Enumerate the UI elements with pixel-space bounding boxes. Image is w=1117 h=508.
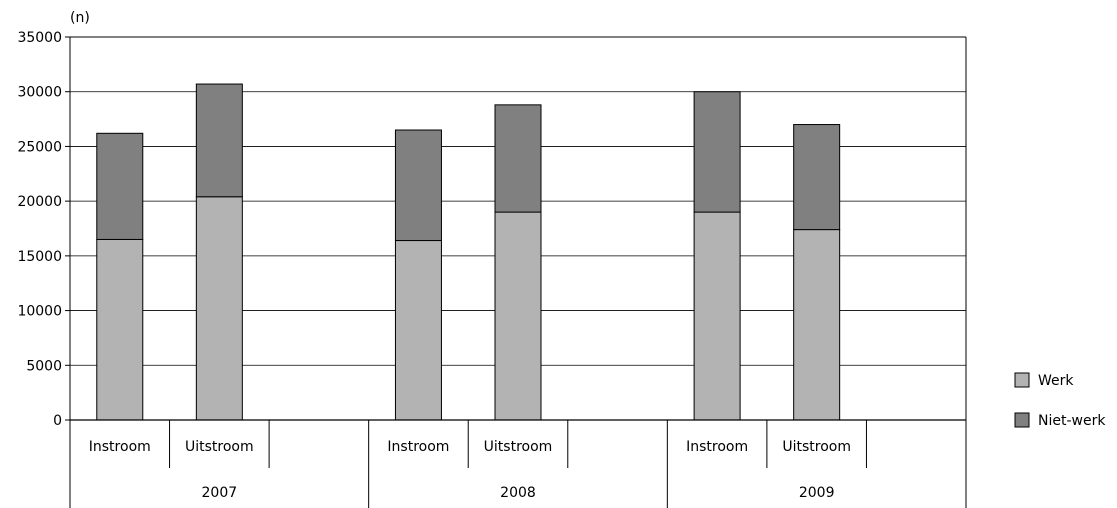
bar-werk [96, 238, 144, 421]
y-unit-label: (n) [70, 10, 90, 26]
bar-niet-werk [494, 104, 542, 213]
x-category-label: Instroom [89, 439, 151, 455]
bar-werk [494, 211, 542, 421]
bar-niet-werk [693, 91, 741, 213]
x-category-label: Instroom [387, 439, 449, 455]
y-tick-label: 0 [53, 413, 62, 429]
y-tick-label: 5000 [26, 358, 62, 374]
x-group-label: 2009 [799, 485, 835, 501]
bar-niet-werk [96, 132, 144, 240]
x-axis-table: Instroom Uitstroom Instroom Uitstroom Instro… [89, 420, 967, 508]
plot-frame [69, 36, 967, 508]
legend-label-werk: Werk [1038, 373, 1074, 389]
x-category-label: Instroom [686, 439, 748, 455]
y-tick-label: 25000 [17, 139, 62, 155]
bar-niet-werk [793, 124, 841, 231]
y-axis-ticks: 0 5000 10000 15000 20000 25000 30000 35000 [17, 30, 70, 429]
legend-swatch-werk [1014, 372, 1030, 388]
x-category-label: Uitstroom [185, 439, 254, 455]
legend-label-niet-werk: Niet-werk [1038, 413, 1106, 429]
y-tick-label: 15000 [17, 249, 62, 265]
y-tick-label: 10000 [17, 304, 62, 320]
legend-swatch-niet-werk [1014, 412, 1030, 428]
bar-werk [195, 196, 243, 421]
bar-niet-werk [195, 83, 243, 198]
x-group-label: 2007 [202, 485, 238, 501]
y-tick-label: 35000 [17, 30, 62, 46]
legend: Werk Niet-werk [1014, 372, 1106, 429]
bar-werk [693, 211, 741, 421]
bar-niet-werk [394, 129, 442, 242]
bar-werk [394, 240, 442, 421]
x-category-label: Uitstroom [782, 439, 851, 455]
bars [96, 83, 841, 421]
x-group-label: 2008 [500, 485, 536, 501]
y-tick-label: 20000 [17, 194, 62, 210]
y-tick-label: 30000 [17, 85, 62, 101]
x-category-label: Uitstroom [484, 439, 553, 455]
bar-werk [793, 229, 841, 421]
